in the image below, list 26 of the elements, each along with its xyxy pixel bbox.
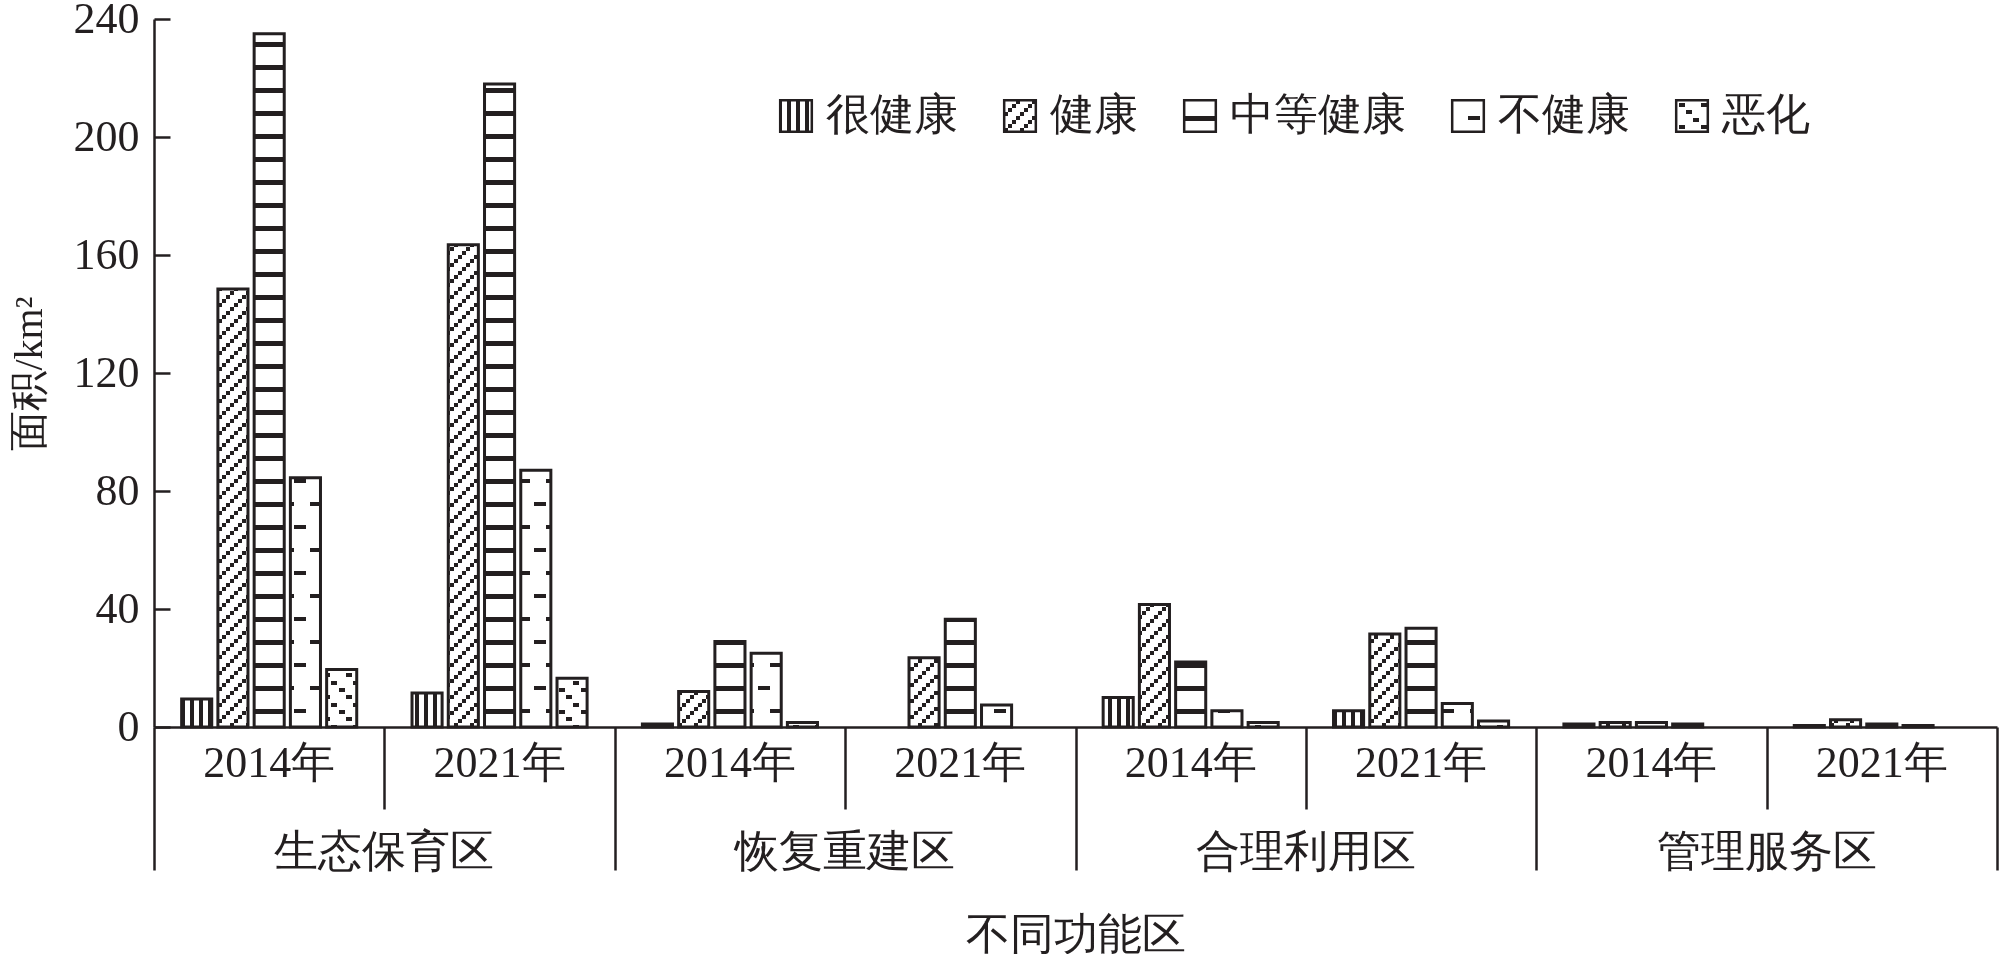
legend-label: 健康 (1050, 90, 1138, 139)
x-tick-label: 2021年 (894, 737, 1027, 787)
x-tick-label: 2014年 (203, 737, 336, 787)
x-tick-label: 2014年 (1585, 737, 1718, 787)
y-tick-label: 120 (73, 347, 140, 397)
text: 合理利用区 (1195, 827, 1416, 876)
x-axis-title: 不同功能区 (966, 909, 1186, 954)
y-axis-title: 面积/km² (5, 296, 51, 451)
x-tick-label: 2014年 (663, 737, 796, 787)
y-tick-label: 40 (95, 583, 140, 633)
y-tick-label: 0 (117, 701, 140, 751)
x-tick-label: 2014年 (1124, 737, 1257, 787)
y-tick-label: 80 (95, 465, 140, 515)
y-tick-label: 160 (73, 229, 140, 279)
x-tick-label: 2021年 (1815, 737, 1948, 787)
text: 生态保育区 (274, 827, 495, 876)
x-tick-label: 2021年 (1355, 737, 1488, 787)
y-tick-label: 240 (73, 0, 140, 43)
legend-label: 恶化 (1721, 90, 1810, 139)
legend-label: 很健康 (826, 90, 958, 139)
text: 恢复重建区 (733, 827, 956, 876)
legend-label: 不健康 (1498, 90, 1630, 139)
y-tick-label: 200 (73, 111, 140, 161)
text: 管理服务区 (1656, 827, 1877, 876)
legend-label: 中等健康 (1230, 90, 1406, 139)
x-tick-label: 2021年 (433, 737, 566, 787)
